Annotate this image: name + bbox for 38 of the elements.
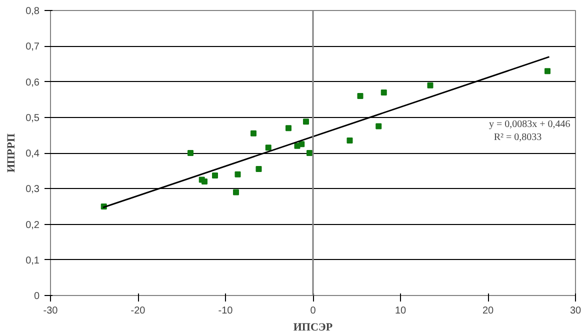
- x-tick-label: -30: [43, 306, 58, 316]
- point: [265, 144, 272, 151]
- y-tick-label: 0,7: [26, 42, 40, 53]
- point: [303, 118, 309, 125]
- y-tick-label: 0,8: [26, 6, 40, 17]
- y-tick-label: 0,3: [26, 184, 40, 196]
- point: [346, 138, 353, 144]
- x-tick-label: -20: [130, 306, 146, 316]
- point: [250, 130, 256, 136]
- point: [357, 93, 364, 99]
- point: [212, 172, 218, 178]
- y-tick-label: 0,6: [26, 77, 40, 88]
- y-tick-label: 0: [34, 291, 40, 302]
- point: [376, 123, 382, 130]
- y-axis-title: ИПРРП: [6, 133, 18, 173]
- x-tick-label: 10: [394, 306, 406, 316]
- point: [256, 166, 262, 172]
- point: [544, 68, 550, 74]
- x-tick-label: 20: [482, 306, 494, 316]
- x-tick-label: 0: [310, 306, 316, 316]
- y-tick-label: 0,1: [26, 255, 40, 266]
- y-tick-label: 0,4: [26, 148, 40, 160]
- annotation: R² = 0,8033: [494, 132, 542, 143]
- point: [427, 82, 434, 88]
- point: [298, 141, 305, 148]
- point: [202, 178, 208, 184]
- point: [234, 171, 241, 178]
- point: [233, 189, 239, 196]
- point: [286, 125, 292, 132]
- x-tick-label: 30: [570, 306, 582, 316]
- annotation: y = 0,0083x + 0,446: [488, 119, 570, 130]
- y-tick-label: 0,2: [26, 220, 40, 231]
- x-tick-label: -10: [218, 306, 234, 316]
- x-axis-title: ИПСЭР: [293, 322, 333, 334]
- point: [188, 150, 194, 156]
- y-tick-label: 0,5: [26, 112, 40, 124]
- point: [380, 89, 387, 96]
- point: [306, 150, 312, 156]
